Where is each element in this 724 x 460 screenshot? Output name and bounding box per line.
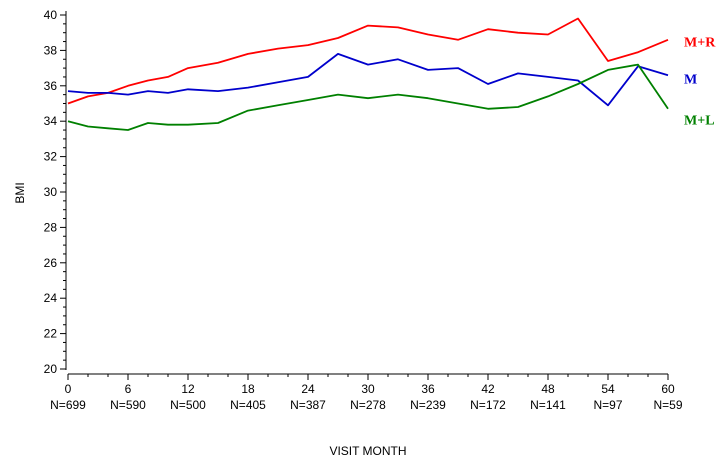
x-tick-label: 60 (661, 382, 675, 396)
sample-size-label: N=141 (530, 398, 566, 412)
y-tick-label: 34 (44, 114, 58, 128)
x-tick-label: 6 (125, 382, 132, 396)
sample-size-label: N=699 (50, 398, 86, 412)
y-tick-label: 40 (44, 8, 58, 22)
sample-size-label: N=59 (653, 398, 682, 412)
y-axis-title: BMI (13, 182, 27, 203)
x-tick-label: 0 (65, 382, 72, 396)
sample-size-label: N=97 (593, 398, 622, 412)
series-line-m-plus-r (67, 17, 669, 105)
series-label: M+R (684, 36, 716, 51)
series-line-m (67, 53, 669, 107)
series-labels-group: M+R M M+L (684, 36, 716, 129)
sample-size-label: N=172 (470, 398, 506, 412)
y-tick-label: 32 (44, 150, 58, 164)
y-tick-label: 26 (44, 256, 58, 270)
x-tick-label: 36 (421, 382, 435, 396)
sample-size-label: N=239 (410, 398, 446, 412)
sample-size-label: N=405 (230, 398, 266, 412)
series-group (67, 17, 669, 131)
y-tick-label: 38 (44, 43, 58, 57)
axes-group: 20 22 24 26 28 30 32 34 36 38 40 0 N=699 6 N=590 12 N=50… (44, 8, 683, 412)
x-tick-label: 24 (301, 382, 315, 396)
y-tick-label: 36 (44, 79, 58, 93)
x-tick-label: 54 (601, 382, 615, 396)
series-label: M (684, 73, 697, 88)
y-tick-label: 24 (44, 291, 58, 305)
series-line-m-plus-l (67, 63, 669, 131)
sample-size-label: N=590 (110, 398, 146, 412)
x-tick-label: 42 (481, 382, 495, 396)
y-tick-label: 30 (44, 185, 58, 199)
x-tick-label: 30 (361, 382, 375, 396)
series-label: M+L (684, 113, 715, 128)
sample-size-label: N=278 (350, 398, 386, 412)
x-axis-title: VISIT MONTH (329, 444, 406, 458)
x-tick-label: 18 (241, 382, 255, 396)
sample-size-label: N=387 (290, 398, 326, 412)
x-tick-label: 48 (541, 382, 555, 396)
y-tick-label: 20 (44, 362, 58, 376)
sample-size-label: N=500 (170, 398, 206, 412)
y-tick-label: 28 (44, 220, 58, 234)
y-tick-label: 22 (44, 327, 58, 341)
x-tick-label: 12 (181, 382, 195, 396)
